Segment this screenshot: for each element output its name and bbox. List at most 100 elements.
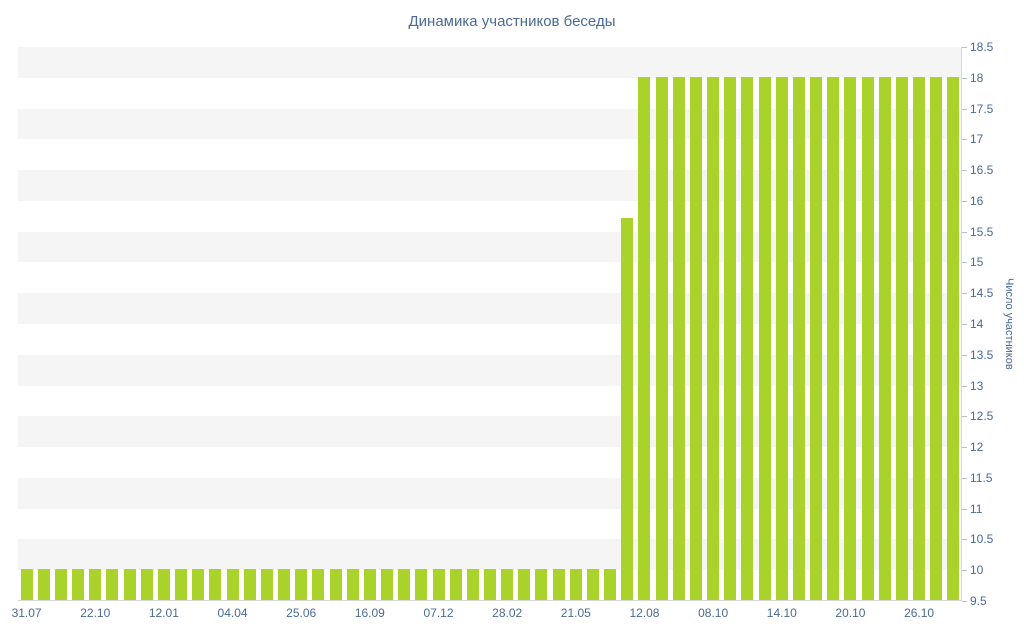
chart-bar[interactable]: [501, 569, 514, 600]
chart-bar[interactable]: [346, 569, 359, 600]
chart-bar[interactable]: [243, 569, 256, 600]
y-axis-tick: [962, 477, 967, 479]
x-axis-tick-label: 07.12: [423, 606, 454, 620]
chart-bar[interactable]: [123, 569, 136, 600]
y-axis-tick-label: 17.5: [970, 101, 994, 116]
chart-bar[interactable]: [552, 569, 565, 600]
y-axis-tick: [962, 108, 967, 110]
chart-bar[interactable]: [689, 76, 702, 600]
chart-bar[interactable]: [535, 569, 548, 600]
grid-band: [18, 47, 961, 78]
chart-bar[interactable]: [415, 569, 428, 600]
plot-area: [18, 47, 962, 601]
chart-bar[interactable]: [295, 569, 308, 600]
chart-bar[interactable]: [569, 569, 582, 600]
x-axis-tick-label: 16.09: [354, 606, 385, 620]
y-axis-tick: [962, 539, 967, 541]
x-axis-tick-label: 21.05: [560, 606, 591, 620]
y-axis-tick: [962, 570, 967, 572]
y-axis-tick: [962, 601, 967, 602]
x-axis-tick-label: 25.06: [286, 606, 317, 620]
chart-bar[interactable]: [758, 76, 771, 600]
chart-bar[interactable]: [707, 76, 720, 600]
chart-bar[interactable]: [192, 569, 205, 600]
x-axis-tick-label: 26.10: [904, 606, 935, 620]
chart-bar[interactable]: [89, 569, 102, 600]
y-axis-tick-label: 12: [970, 440, 984, 455]
chart-bar[interactable]: [484, 569, 496, 600]
y-axis-tick-label: 15: [970, 255, 984, 270]
chart-bar[interactable]: [741, 76, 754, 600]
chart-bar[interactable]: [844, 76, 857, 600]
chart-bar[interactable]: [604, 569, 617, 600]
x-axis-tick-label: 12.08: [629, 606, 660, 620]
y-axis-tick-label: 13.5: [970, 347, 994, 362]
chart-bar[interactable]: [209, 569, 222, 600]
chart-bar[interactable]: [930, 76, 943, 600]
chart-bar[interactable]: [518, 569, 531, 600]
y-axis-tick: [962, 47, 967, 48]
y-axis: 18.5 18 17.5 17 16.5 16 15.5 15 14.5 14 13.5 13 12.5…: [962, 40, 1024, 608]
chart-bar[interactable]: [827, 76, 840, 600]
chart-bar[interactable]: [672, 76, 685, 600]
chart-bar[interactable]: [312, 569, 325, 600]
chart-bar[interactable]: [226, 569, 239, 600]
chart-bar[interactable]: [638, 76, 651, 600]
y-axis-tick: [962, 447, 967, 449]
chart-bar[interactable]: [278, 569, 291, 600]
chart-bar[interactable]: [792, 76, 805, 600]
x-axis-tick-label: 04.04: [217, 606, 248, 620]
chart-bar[interactable]: [810, 76, 823, 600]
y-axis-title: Число участников: [1003, 278, 1015, 370]
chart-title: Динамика участников беседы: [408, 13, 616, 30]
chart-bar[interactable]: [363, 569, 376, 600]
x-axis-tick-label: 14.10: [766, 606, 797, 620]
chart-bar[interactable]: [381, 569, 394, 600]
y-axis-tick-label: 10.5: [970, 532, 994, 547]
chart-bar[interactable]: [37, 569, 50, 600]
chart-bar[interactable]: [140, 569, 153, 600]
y-axis-tick: [962, 385, 967, 387]
chart-bar[interactable]: [329, 569, 342, 600]
y-axis-tick: [962, 262, 967, 264]
y-axis-tick-label: 17: [970, 132, 984, 147]
chart-bar[interactable]: [106, 569, 119, 600]
x-axis-tick-label: 12.01: [148, 606, 179, 620]
chart-bar[interactable]: [432, 569, 445, 600]
chart-bar[interactable]: [260, 569, 273, 600]
y-axis-tick-label: 10: [970, 563, 984, 578]
chart-bar[interactable]: [157, 569, 170, 600]
y-axis-tick-label: 18: [970, 70, 984, 85]
chart-bar[interactable]: [466, 569, 479, 600]
y-axis-tick: [962, 508, 967, 510]
y-axis-tick: [962, 324, 967, 325]
x-axis-tick-label: 08.10: [698, 606, 729, 620]
y-axis-tick: [962, 354, 967, 356]
chart-bar[interactable]: [655, 76, 668, 600]
chart-bar[interactable]: [775, 76, 788, 600]
chart-bar[interactable]: [72, 569, 85, 600]
y-axis-tick: [962, 170, 967, 172]
chart-bar[interactable]: [449, 569, 462, 600]
chart-bar[interactable]: [621, 218, 634, 600]
x-axis: 31.07 22.10 12.01 04.04 25.06 16.09 07.12 28.02…: [12, 606, 962, 624]
chart-bar[interactable]: [861, 76, 874, 600]
y-axis-tick-label: 11.5: [970, 470, 993, 485]
chart-bar[interactable]: [20, 569, 33, 600]
chart-bar[interactable]: [175, 569, 188, 600]
y-axis-tick-label: 9.5: [970, 594, 987, 608]
chart-bar[interactable]: [913, 76, 926, 600]
chart-bar[interactable]: [878, 76, 891, 600]
chart-bar[interactable]: [947, 76, 960, 600]
y-axis-tick: [962, 200, 967, 202]
chart-bar[interactable]: [398, 569, 411, 600]
chart-bar[interactable]: [724, 76, 737, 600]
chart-bar[interactable]: [586, 569, 599, 600]
y-axis-tick-label: 14.5: [970, 286, 994, 301]
y-axis-tick: [962, 77, 967, 79]
x-axis-tick-label: 20.10: [835, 606, 866, 620]
y-axis-tick-label: 15.5: [970, 224, 994, 239]
chart-bar[interactable]: [895, 76, 908, 600]
chart-bar[interactable]: [54, 569, 67, 600]
y-axis-tick-label: 16.5: [970, 163, 994, 178]
